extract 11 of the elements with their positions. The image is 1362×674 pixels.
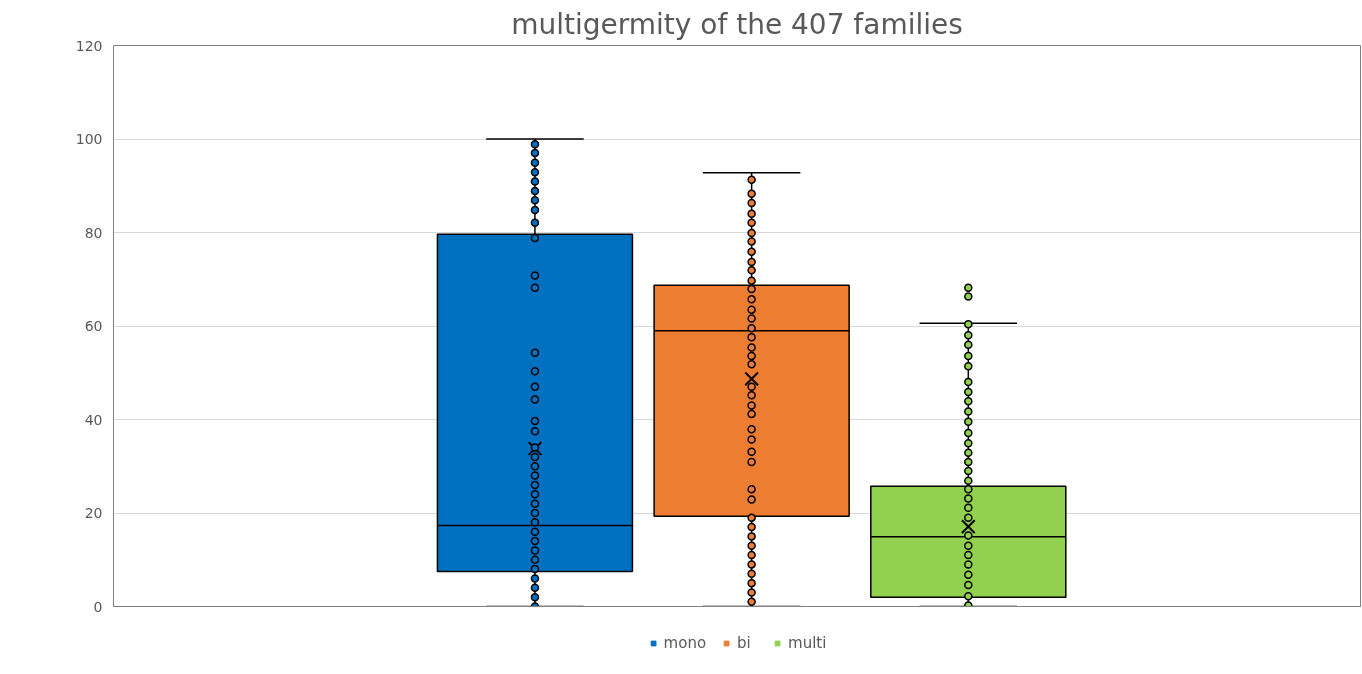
y-tick-label: 0 bbox=[93, 598, 103, 615]
chart-title: multigermity of the 407 families bbox=[511, 7, 963, 41]
y-tick-label: 80 bbox=[84, 224, 103, 241]
y-tick-label: 100 bbox=[75, 131, 103, 147]
legend-label: multi bbox=[788, 634, 827, 652]
y-tick-label: 120 bbox=[75, 37, 103, 54]
y-tick-label: 60 bbox=[84, 318, 103, 334]
y-tick-label: 40 bbox=[84, 411, 103, 428]
legend-label: mono bbox=[663, 634, 707, 652]
legend-label: bi bbox=[737, 634, 752, 652]
y-tick-label: 20 bbox=[84, 505, 103, 521]
